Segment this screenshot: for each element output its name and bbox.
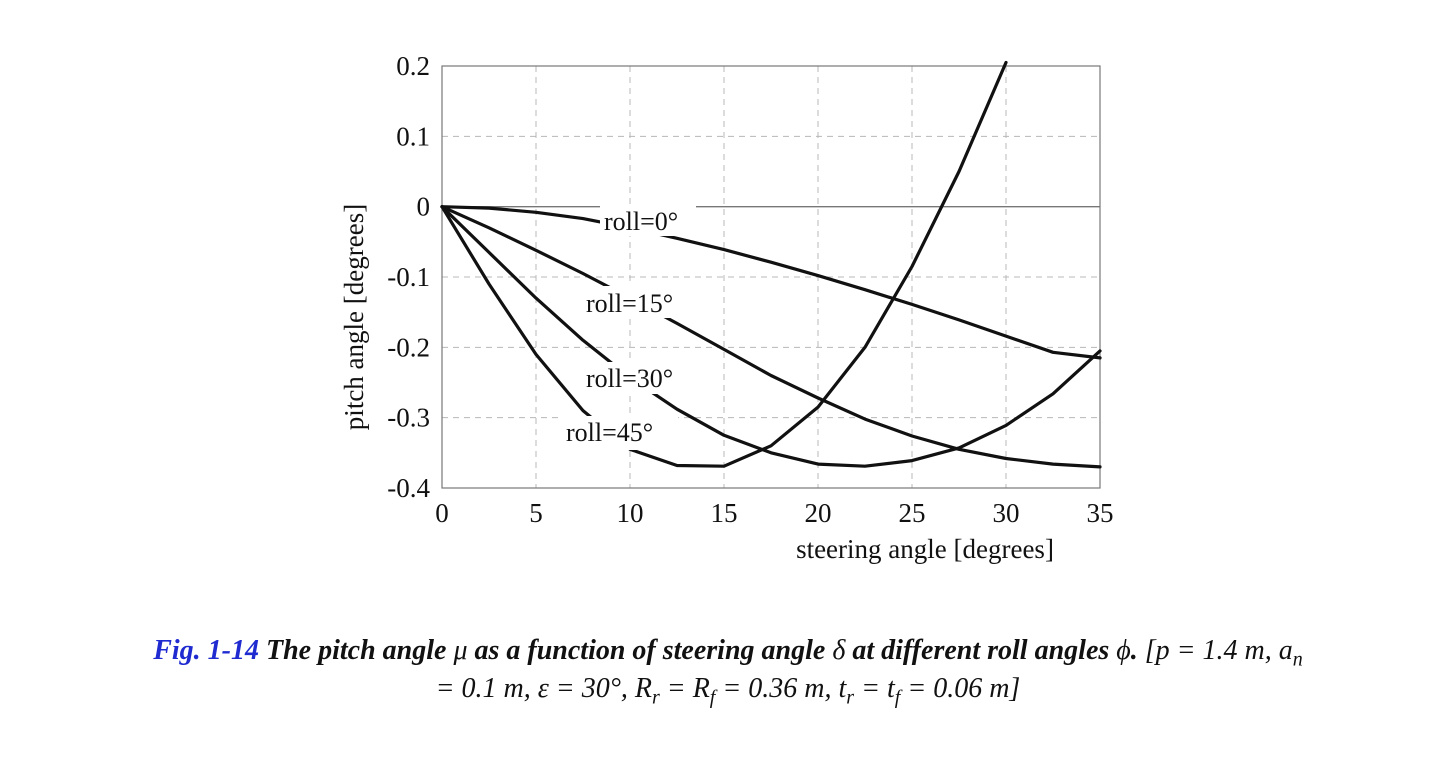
params-b: = 0.1 m, ε = 30°, R (435, 673, 652, 704)
y-tick-label-5: -0.3 (387, 403, 430, 433)
y-tick-label-4: -0.2 (387, 332, 430, 362)
tick-labels: 0 5 10 15 20 25 30 35 0.2 0.1 0 -0.1 -0.2 -0.3 -0.4 (387, 51, 1113, 528)
series-label-roll-0: roll=0° (604, 207, 678, 236)
sub-f1: f (709, 686, 716, 709)
x-tick-label-1: 5 (529, 498, 543, 528)
x-tick-label-2: 10 (617, 498, 644, 528)
series-line-2 (440, 205, 1102, 468)
x-tick-label-6: 30 (993, 498, 1020, 528)
series-label-roll-30: roll=30° (586, 364, 673, 393)
sub-n: n (1292, 648, 1303, 671)
y-tick-label-3: -0.1 (387, 262, 430, 292)
caption-line-1: Fig. 1-14 The pitch angle μ as a functio… (0, 632, 1456, 670)
sub-r2: r (846, 686, 855, 709)
y-tick-label-2: 0 (417, 192, 431, 222)
delta-symbol: δ (832, 635, 846, 666)
caption-line-2: = 0.1 m, ε = 30°, Rr = Rf = 0.36 m, tr =… (0, 670, 1456, 708)
series-line-3 (440, 60, 1008, 468)
series-label-bg-roll-30 (582, 362, 688, 394)
series-label-bg-roll-15 (582, 286, 688, 318)
figure-caption: Fig. 1-14 The pitch angle μ as a functio… (0, 632, 1456, 708)
figure-number: Fig. 1-14 (153, 635, 259, 666)
y-tick-label-0: 0.2 (396, 51, 430, 81)
sub-r1: r (652, 686, 660, 709)
params-c: = R (659, 673, 710, 704)
x-tick-label-0: 0 (435, 498, 449, 528)
series-label-roll-45: roll=45° (566, 418, 653, 447)
sub-f2: f (894, 686, 901, 709)
figure-title-end: . (1130, 635, 1138, 666)
series-lines (440, 60, 1102, 469)
params-d: = 0.36 m, t (715, 673, 847, 704)
params-e: = t (854, 673, 895, 704)
pitch-angle-chart: 0 5 10 15 20 25 30 35 0.2 0.1 0 -0.1 -0.2 -0.3 -0.4 st… (339, 51, 1114, 564)
figure-title-c: at different roll angles (845, 635, 1117, 666)
series-label-bg-roll-0 (600, 206, 696, 236)
figure-title-a: The pitch angle (265, 635, 454, 666)
phi-symbol: ϕ (1116, 635, 1131, 666)
figure-title-b: as a function of steering angle (467, 635, 833, 666)
mu-symbol: μ (453, 635, 468, 666)
plot-frame (441, 65, 1101, 489)
y-tick-label-1: 0.1 (396, 121, 430, 151)
series-line-1 (440, 205, 1102, 469)
grid-lines (442, 66, 1100, 488)
x-tick-label-4: 20 (805, 498, 832, 528)
y-tick-label-6: -0.4 (387, 473, 430, 503)
x-axis-label: steering angle [degrees] (796, 534, 1054, 564)
x-tick-label-3: 15 (711, 498, 738, 528)
series-label-bg-roll-45 (562, 416, 678, 450)
x-tick-label-7: 35 (1087, 498, 1114, 528)
series-label-roll-15: roll=15° (586, 289, 673, 318)
params-f: = 0.06 m] (900, 673, 1021, 704)
y-axis-label: pitch angle [degrees] (339, 204, 369, 430)
series-line-0 (440, 205, 1102, 360)
x-tick-label-5: 25 (899, 498, 926, 528)
params-a: [p = 1.4 m, a (1144, 635, 1293, 666)
